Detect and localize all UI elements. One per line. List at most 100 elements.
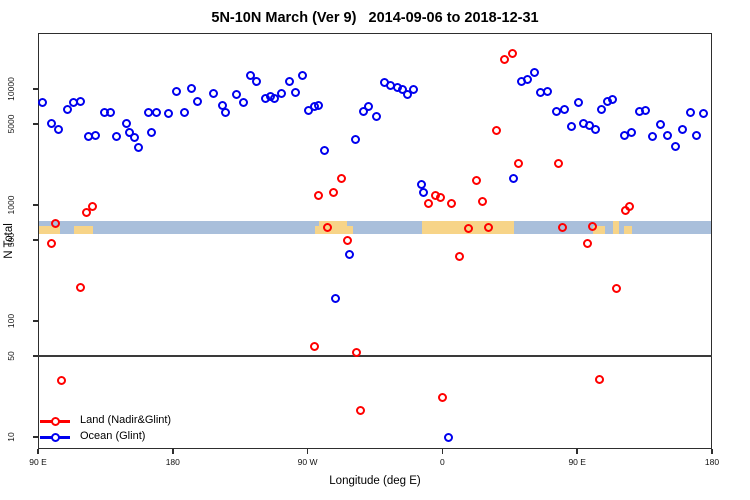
data-point-land xyxy=(424,198,434,208)
data-point-ocean xyxy=(277,89,287,99)
y-tick-mark xyxy=(33,436,38,438)
data-point-ocean xyxy=(678,124,688,134)
x-tick-label: 90 E xyxy=(29,457,47,467)
data-point-land xyxy=(464,223,474,233)
data-point-ocean xyxy=(351,135,361,145)
x-tick-mark xyxy=(172,449,174,454)
data-point-ocean xyxy=(112,132,122,142)
data-point-ocean xyxy=(90,131,100,141)
data-point-land xyxy=(438,392,448,402)
data-point-ocean xyxy=(124,128,134,138)
x-tick-label: 0 xyxy=(440,457,445,467)
data-point-land xyxy=(500,55,510,65)
data-point-ocean xyxy=(591,124,601,134)
x-tick-label: 180 xyxy=(165,457,180,467)
y-tick-mark xyxy=(33,355,38,357)
data-point-ocean xyxy=(320,146,330,156)
data-point-ocean xyxy=(330,294,340,304)
chart-title: 5N-10N March (Ver 9) 2014-09-06 to 2018-… xyxy=(211,10,539,26)
data-point-ocean xyxy=(152,108,162,118)
data-point-ocean xyxy=(686,108,696,118)
data-point-land xyxy=(352,347,362,357)
data-point-ocean xyxy=(46,118,56,128)
data-point-ocean xyxy=(627,128,637,138)
data-point-ocean xyxy=(656,120,666,130)
data-point-land xyxy=(314,191,324,201)
data-point-ocean xyxy=(543,87,553,97)
y-tick-label: 100 xyxy=(6,313,16,329)
data-point-ocean xyxy=(238,98,248,108)
data-point-ocean xyxy=(290,88,300,98)
map-band-land-patch xyxy=(315,226,319,235)
data-point-land xyxy=(455,252,465,262)
data-point-ocean xyxy=(303,106,313,116)
data-point-ocean xyxy=(106,108,116,118)
data-point-ocean xyxy=(409,85,419,95)
y-tick-mark xyxy=(33,239,38,241)
data-point-land xyxy=(595,374,605,384)
data-point-ocean xyxy=(597,105,607,115)
y-tick-mark xyxy=(33,204,38,206)
data-point-ocean xyxy=(648,132,658,142)
data-point-ocean xyxy=(403,90,413,100)
x-tick-mark xyxy=(576,449,578,454)
data-point-ocean xyxy=(298,70,308,80)
data-point-ocean xyxy=(574,98,584,108)
x-tick-label: 90 W xyxy=(297,457,318,467)
data-point-ocean xyxy=(172,86,182,96)
data-point-ocean xyxy=(559,105,569,115)
data-point-land xyxy=(513,158,523,168)
data-point-ocean xyxy=(345,250,355,260)
data-point-land xyxy=(588,221,598,231)
data-point-land xyxy=(612,283,622,293)
data-point-land xyxy=(57,375,67,385)
data-point-ocean xyxy=(608,95,618,105)
data-point-land xyxy=(492,126,502,136)
y-tick-label: 10000 xyxy=(6,77,16,101)
legend-label: Land (Nadir&Glint) xyxy=(80,414,172,426)
data-point-ocean xyxy=(134,142,144,152)
data-point-land xyxy=(478,196,488,206)
y-tick-mark xyxy=(33,123,38,125)
data-point-ocean xyxy=(419,187,429,197)
data-point-ocean xyxy=(62,104,72,114)
data-point-ocean xyxy=(180,108,190,118)
data-point-ocean xyxy=(444,432,454,442)
map-band-land-patch xyxy=(592,226,605,235)
data-point-land xyxy=(507,49,517,59)
legend-label: Ocean (Glint) xyxy=(80,430,146,442)
data-point-ocean xyxy=(231,90,241,100)
data-point-ocean xyxy=(147,128,157,138)
x-tick-label: 180 xyxy=(704,457,720,467)
data-point-ocean xyxy=(269,94,279,104)
data-point-land xyxy=(356,405,366,415)
legend-marker-circle xyxy=(51,417,60,426)
y-tick-label: 5000 xyxy=(6,114,16,134)
data-point-ocean xyxy=(641,106,651,116)
y-tick-mark xyxy=(33,88,38,90)
data-point-ocean xyxy=(364,102,374,112)
data-point-land xyxy=(343,235,353,245)
data-point-ocean xyxy=(193,96,203,106)
data-point-land xyxy=(553,158,563,168)
data-point-land xyxy=(625,201,635,211)
data-point-ocean xyxy=(529,68,539,78)
data-point-ocean xyxy=(522,75,532,85)
legend-item: Ocean (Glint) xyxy=(40,429,240,445)
data-point-land xyxy=(336,174,346,184)
data-point-land xyxy=(51,219,61,229)
y-tick-label: 10 xyxy=(6,432,16,442)
data-point-ocean xyxy=(398,85,408,95)
x-tick-label: 90 E xyxy=(568,457,586,467)
data-point-land xyxy=(447,198,457,208)
data-point-ocean xyxy=(699,109,709,119)
map-band-land-patch xyxy=(613,220,620,235)
map-band-land-patch xyxy=(623,226,632,235)
y-tick-mark xyxy=(33,320,38,322)
data-point-ocean xyxy=(163,109,173,119)
data-point-ocean xyxy=(314,100,324,110)
data-point-land xyxy=(436,192,446,202)
data-point-ocean xyxy=(38,98,48,108)
map-band-land-patch xyxy=(73,226,94,235)
